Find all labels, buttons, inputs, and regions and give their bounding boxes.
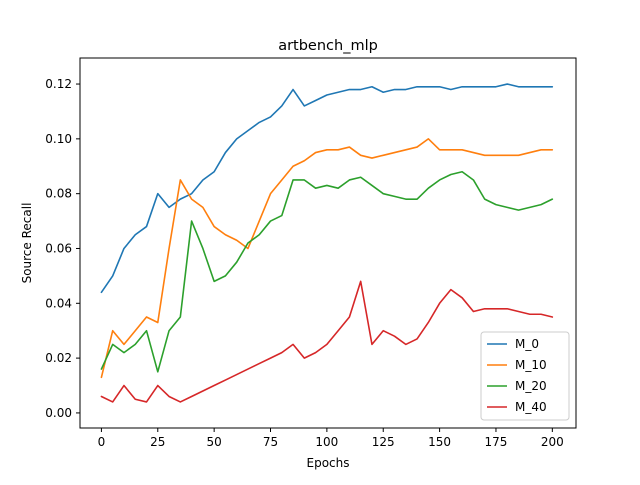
chart-title: artbench_mlp	[278, 38, 378, 54]
x-tick-label: 200	[541, 435, 564, 449]
x-tick-label: 150	[428, 435, 451, 449]
legend-label: M_20	[515, 379, 547, 393]
y-axis: 0.00 0.02 0.04 0.06 0.08 0.10 0.12	[45, 77, 80, 420]
y-tick-label: 0.02	[45, 351, 72, 365]
legend-label: M_10	[515, 358, 547, 372]
legend-box	[480, 331, 570, 421]
y-tick-label: 0.10	[45, 132, 72, 146]
series-layer	[100, 83, 554, 403]
y-axis-label: Source Recall	[20, 203, 34, 284]
series-line-m-20	[100, 170, 554, 373]
legend: M_0 M_10 M_20 M_40	[480, 331, 570, 421]
x-tick-label: 100	[315, 435, 338, 449]
y-tick-label: 0.00	[45, 406, 72, 420]
x-tick-label: 125	[372, 435, 395, 449]
series-line-m-40	[100, 280, 554, 403]
series-line-m-10	[100, 138, 554, 379]
x-tick-label: 25	[150, 435, 165, 449]
y-tick-label: 0.08	[45, 187, 72, 201]
y-tick-label: 0.06	[45, 241, 72, 255]
legend-label: M_40	[515, 400, 547, 414]
x-tick-label: 175	[485, 435, 508, 449]
y-tick-label: 0.12	[45, 77, 72, 91]
x-tick-label: 50	[207, 435, 222, 449]
x-axis: 0 25 50 75 100 125 150 175 200	[98, 428, 564, 449]
x-tick-label: 75	[263, 435, 278, 449]
x-tick-label: 0	[98, 435, 106, 449]
y-tick-label: 0.04	[45, 296, 72, 310]
x-axis-label: Epochs	[307, 456, 350, 470]
legend-label: M_0	[515, 337, 539, 351]
plot-frame	[79, 57, 577, 429]
